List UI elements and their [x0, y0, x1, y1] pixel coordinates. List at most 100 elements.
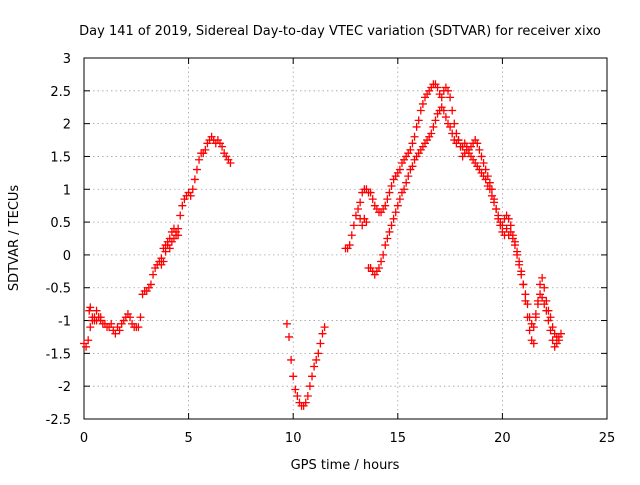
data-point	[379, 250, 388, 259]
data-point	[134, 323, 143, 332]
data-point	[385, 188, 394, 197]
data-point	[538, 293, 547, 302]
data-point	[176, 211, 185, 220]
data-point	[400, 185, 409, 194]
data-point	[289, 372, 298, 381]
data-point	[358, 221, 367, 230]
y-tick-label: -1.5	[46, 347, 71, 362]
data-point	[504, 214, 513, 223]
data-point	[529, 339, 538, 348]
series-track-4	[341, 80, 565, 341]
data-point	[312, 355, 321, 364]
data-point	[513, 247, 522, 256]
data-point	[487, 191, 496, 200]
data-point	[556, 329, 565, 338]
data-point	[188, 185, 197, 194]
data-point	[92, 306, 101, 315]
data-point	[195, 155, 204, 164]
y-tick-label: 1.5	[50, 150, 71, 165]
data-point	[293, 392, 302, 401]
data-point	[86, 323, 95, 332]
data-point	[521, 296, 530, 305]
data-point	[347, 231, 356, 240]
axis-ticks: 0 5 10 15 20 25 -2.5 -2 -1.5 -1 -0.5 0 0.5 1 1.5 2 2.5 3	[46, 52, 616, 446]
data-point	[285, 332, 294, 341]
data-point	[192, 165, 201, 174]
data-point	[531, 309, 540, 318]
y-tick-label: 0.5	[50, 216, 71, 231]
x-tick-label: 10	[285, 431, 302, 446]
series-track-2	[86, 231, 183, 325]
data-point	[441, 113, 450, 122]
data-point	[107, 319, 116, 328]
data-point	[517, 267, 526, 276]
data-marks	[80, 80, 565, 410]
data-point	[282, 319, 291, 328]
data-point	[111, 329, 120, 338]
data-point	[356, 198, 365, 207]
data-point	[318, 329, 327, 338]
y-tick-label: -0.5	[46, 282, 71, 297]
chart-title: Day 141 of 2019, Sidereal Day-to-day VTE…	[79, 24, 601, 39]
data-point	[190, 175, 199, 184]
data-point	[387, 221, 396, 230]
data-point	[387, 181, 396, 190]
data-point	[402, 178, 411, 187]
data-point	[446, 122, 455, 131]
data-point	[542, 306, 551, 315]
data-point	[351, 211, 360, 220]
data-point	[408, 162, 417, 171]
data-point	[437, 93, 446, 102]
data-point	[316, 339, 325, 348]
data-point	[456, 142, 465, 151]
y-tick-label: -1	[58, 315, 71, 330]
x-axis-label: GPS time / hours	[291, 458, 400, 473]
data-point	[82, 342, 91, 351]
data-point	[536, 280, 545, 289]
y-tick-label: 0	[63, 249, 71, 264]
data-point	[368, 195, 377, 204]
y-axis-label: SDTVAR / TECUs	[7, 185, 22, 292]
data-point	[433, 83, 442, 92]
data-point	[448, 106, 457, 115]
data-point	[408, 139, 417, 148]
y-tick-label: 2.5	[50, 85, 71, 100]
data-point	[506, 221, 515, 230]
data-point	[395, 165, 404, 174]
x-tick-label: 25	[599, 431, 616, 446]
data-point	[389, 214, 398, 223]
data-point	[305, 382, 314, 391]
data-point	[446, 93, 455, 102]
data-point	[287, 355, 296, 364]
data-point	[546, 326, 555, 335]
x-tick-label: 5	[184, 431, 192, 446]
data-point	[540, 283, 549, 292]
data-point	[406, 145, 415, 154]
data-point	[475, 145, 484, 154]
data-point	[186, 191, 195, 200]
data-point	[414, 116, 423, 125]
data-point	[481, 175, 490, 184]
y-tick-label: 1	[63, 183, 71, 198]
data-point	[508, 231, 517, 240]
data-point	[554, 336, 563, 345]
data-point	[391, 208, 400, 217]
data-point	[381, 241, 390, 250]
data-point	[383, 234, 392, 243]
data-point	[377, 257, 386, 266]
data-point	[525, 326, 534, 335]
y-tick-label: 2	[63, 118, 71, 133]
data-point	[178, 201, 187, 210]
data-point	[544, 316, 553, 325]
data-point	[381, 201, 390, 210]
data-point	[226, 159, 235, 168]
data-point	[479, 159, 488, 168]
data-point	[529, 323, 538, 332]
data-point	[429, 122, 438, 131]
x-tick-label: 15	[390, 431, 407, 446]
data-point	[86, 303, 95, 312]
data-point	[498, 221, 507, 230]
data-point	[393, 201, 402, 210]
data-point	[385, 227, 394, 236]
